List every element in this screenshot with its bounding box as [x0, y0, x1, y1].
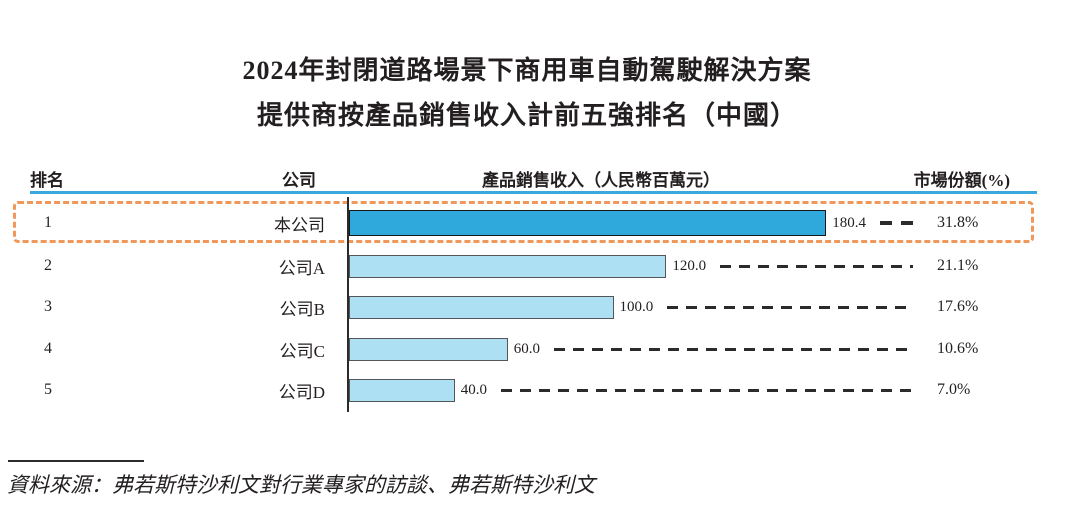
value-label: 60.0 [513, 340, 540, 357]
y-axis-line [347, 197, 349, 412]
share-label: 21.1% [937, 257, 979, 274]
source-text: 資料來源：弗若斯特沙利文對行業專家的訪談、弗若斯特沙利文 [7, 473, 595, 497]
value-label: 120.0 [672, 257, 707, 274]
share-label: 7.0% [937, 381, 971, 398]
company-label: 公司C [279, 341, 325, 361]
source-rule [8, 460, 144, 462]
revenue-bar [349, 378, 455, 402]
bar-plot-area: 120.0 [349, 245, 913, 287]
company-highlight-box [13, 201, 1034, 243]
share-label: 10.6% [937, 340, 979, 357]
bar-plot-area: 180.4 [349, 202, 913, 244]
chart-title: 2024年封閉道路場景下商用車自動駕駛解決方案 提供商按產品銷售收入計前五強排名… [0, 48, 1054, 138]
company-label: 公司D [278, 382, 325, 402]
connector-dashes [720, 264, 913, 268]
chart-row: 3 公司B 100.0 17.6% [0, 286, 1080, 328]
chart-title-line1: 2024年封閉道路場景下商用車自動駕駛解決方案 [242, 56, 812, 85]
bar-plot-area: 100.0 [349, 286, 913, 328]
revenue-bar [349, 210, 827, 236]
revenue-bar [349, 254, 667, 278]
value-label: 40.0 [460, 381, 488, 398]
rank-label: 1 [44, 214, 52, 231]
chart-title-line2: 提供商按產品銷售收入計前五強排名（中國） [256, 101, 797, 130]
value-label: 180.4 [832, 214, 866, 231]
chart-row: 5 公司D 40.0 7.0% [0, 369, 1080, 411]
bar-plot-area: 40.0 [349, 369, 913, 411]
rank-label: 2 [44, 257, 52, 274]
value-label: 100.0 [619, 298, 654, 315]
chart-row: 4 公司C 60.0 10.6% [0, 328, 1080, 370]
chart-row: 1 本公司 180.4 31.8% [0, 202, 1080, 244]
revenue-bar [349, 337, 508, 361]
chart-row: 2 公司A 120.0 21.1% [0, 245, 1080, 287]
connector-dashes [879, 221, 913, 225]
bar-plot-area: 60.0 [349, 328, 913, 370]
rank-label: 3 [44, 298, 52, 315]
rank-label: 5 [44, 381, 52, 398]
connector-dashes [501, 388, 913, 392]
company-label: 本公司 [274, 215, 325, 235]
connector-dashes [667, 305, 913, 309]
company-label: 公司A [278, 258, 325, 278]
share-label: 31.8% [937, 214, 979, 231]
revenue-bar [349, 295, 614, 319]
column-header-rank: 排名 [30, 171, 64, 190]
connector-dashes [553, 347, 913, 351]
rank-label: 4 [44, 340, 52, 357]
column-header-company: 公司 [282, 171, 316, 190]
share-label: 17.6% [937, 298, 979, 315]
column-header-revenue: 產品銷售收入（人民幣百萬元） [482, 171, 720, 190]
column-header-market-share: 市場份額(%) [913, 171, 1010, 190]
header-rule [30, 191, 1037, 194]
company-label: 公司B [279, 299, 325, 319]
